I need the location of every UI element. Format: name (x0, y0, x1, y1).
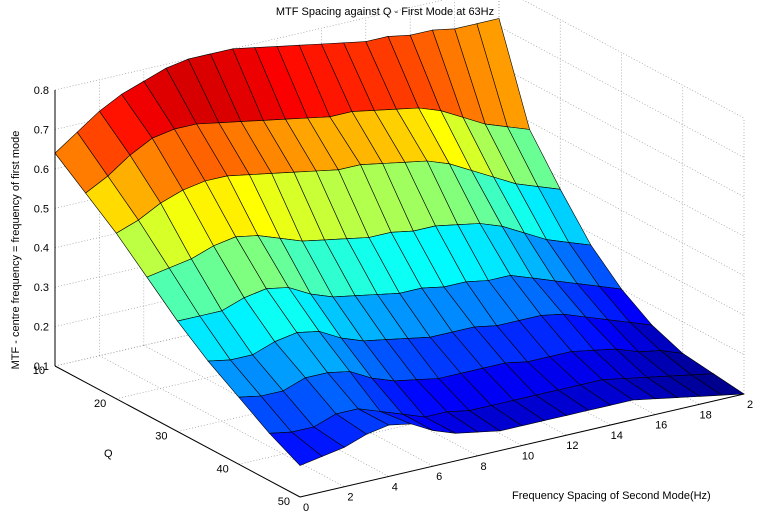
grid-line (177, 328, 622, 432)
z-tick-label: 0.2 (34, 322, 49, 334)
x-tick-label: 8 (481, 461, 487, 473)
z-tick-label: 0.5 (34, 203, 49, 215)
z-tick-label: 0.7 (34, 124, 49, 136)
grid-line (522, 0, 745, 119)
z-tick-label: 0.8 (34, 85, 49, 97)
grid-line (498, 104, 745, 237)
grid-line (116, 295, 561, 400)
x-tick-label: 12 (566, 440, 578, 452)
y-tick-label: 30 (155, 431, 167, 443)
z-tick-label: 0.4 (34, 243, 49, 255)
grid-line (54, 223, 500, 327)
x-tick-label: 14 (611, 430, 623, 442)
x-tick-label: 18 (699, 409, 711, 421)
surface-mesh (54, 18, 745, 466)
x-tick-label: 16 (655, 420, 667, 432)
z-axis-label: MTF - centre frequency = frequency of fi… (10, 131, 22, 370)
grid-line (498, 26, 745, 158)
x-tick-label: 10 (522, 451, 534, 463)
z-tick-label: 0.1 (34, 361, 49, 373)
grid-line (54, 183, 500, 288)
x-tick-label: 2 (347, 492, 353, 504)
grid-line (54, 262, 500, 367)
y-tick-label: 10 (33, 365, 45, 377)
chart-title: MTF Spacing against Q - First Mode at 63… (276, 6, 494, 18)
axis-ticks: 0.1 0.2 0.3 0.4 0.5 0.6 0.7 0.8 10 20 30 40 50 0 2 4 6 8 1… (33, 85, 753, 512)
x-tick-label: 0 (303, 502, 309, 512)
surface-patch (268, 431, 323, 466)
axis-line (299, 393, 745, 498)
y-tick-label: 20 (94, 398, 106, 410)
x-axis-label: Frequency Spacing of Second Mode(Hz) (512, 490, 711, 502)
grid-line (498, 144, 745, 277)
x-tick-label: 4 (392, 481, 398, 493)
z-tick-label: 0.6 (34, 164, 49, 176)
x-tick-label: 2 (747, 399, 753, 411)
grid-line (498, 65, 745, 198)
y-axis-label: Q (104, 448, 113, 460)
grid-line (498, 183, 745, 316)
grid-line (54, 0, 445, 91)
axis-line (54, 365, 301, 498)
y-tick-label: 50 (278, 496, 290, 508)
x-tick-label: 6 (436, 471, 442, 483)
y-tick-label: 40 (217, 463, 229, 475)
z-tick-label: 0.3 (34, 282, 49, 294)
